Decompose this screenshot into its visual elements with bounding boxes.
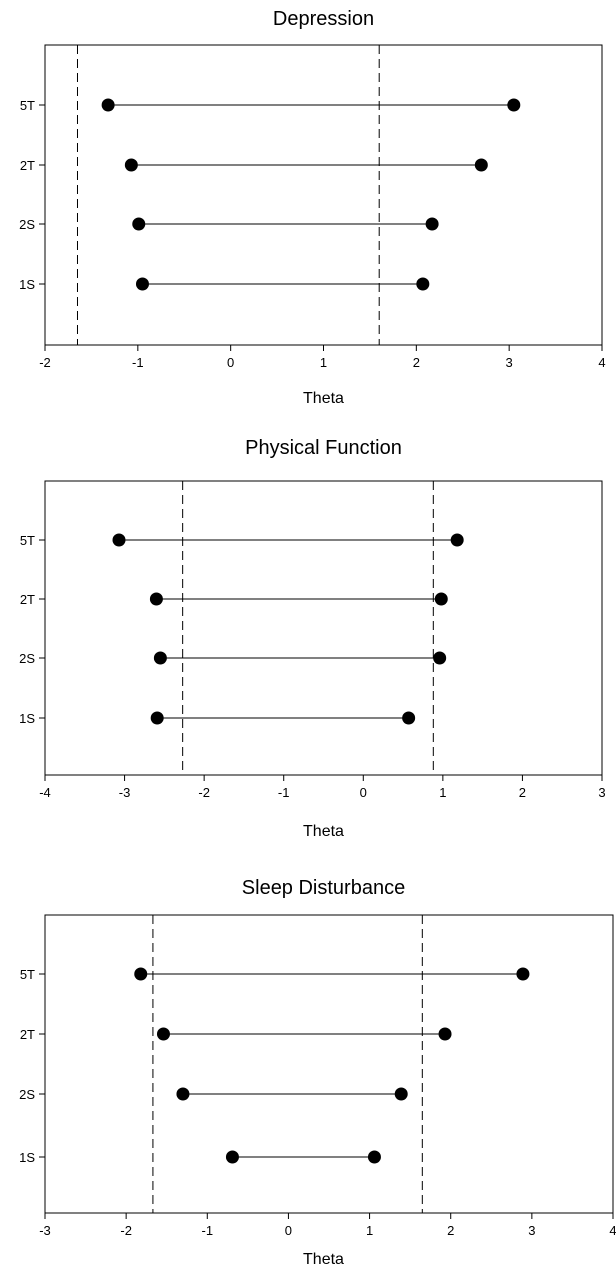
range-high-point [516,967,530,981]
range-high-point [416,277,430,291]
range-low-point [132,217,146,231]
range-low-point [149,592,163,606]
chart-title: Physical Function [245,437,402,459]
range-high-point [438,1027,452,1041]
depression-chart: -2 -1 0 1 2 3 4 5T 2T 2S 1S [19,44,606,370]
depression-panel: Depression -2 -1 0 1 2 3 4 5T 2T 2S 1S Theta [0,0,616,420]
y-tick-label: 2S [19,651,35,666]
x-tick-label: -1 [202,1223,214,1238]
range-high-point [367,1150,381,1164]
y-tick-label: 2S [19,217,35,232]
x-tick-label: -4 [39,785,51,800]
x-axis-label: Theta [303,1251,344,1268]
range-high-point [450,533,464,547]
y-tick-label: 5T [20,533,35,548]
y-tick-label: 1S [19,711,35,726]
range-low-point [150,711,164,725]
range-low-point [153,651,167,665]
range-low-point [135,277,149,291]
x-tick-label: 4 [609,1223,616,1238]
x-tick-label: 2 [413,355,420,370]
range-low-point [225,1150,239,1164]
x-tick-label: -3 [39,1223,51,1238]
y-tick-label: 2T [20,158,35,173]
x-tick-label: -3 [119,785,131,800]
x-tick-label: 3 [598,785,605,800]
range-high-point [474,158,488,172]
plot-frame [44,480,603,776]
x-tick-label: 2 [447,1223,454,1238]
range-high-point [394,1087,408,1101]
y-tick-label: 5T [20,967,35,982]
x-axis-label: Theta [303,390,344,407]
range-low-point [112,533,126,547]
x-tick-label: 4 [598,355,605,370]
x-tick-label: -1 [132,355,144,370]
x-tick-label: -1 [278,785,290,800]
x-tick-label: -2 [39,355,51,370]
x-tick-label: 2 [519,785,526,800]
sleep-disturbance-panel: Sleep Disturbance -3 -2 -1 0 1 2 3 4 5T 2T 2S 1S Th… [0,873,616,1279]
x-tick-label: 0 [285,1223,292,1238]
range-high-point [425,217,439,231]
range-high-point [434,592,448,606]
x-tick-label: 1 [366,1223,373,1238]
x-tick-label: 3 [506,355,513,370]
physical-function-chart: -4 -3 -2 -1 0 1 2 3 5T 2T 2S 1S [19,480,606,800]
x-tick-label: 3 [528,1223,535,1238]
x-tick-label: 0 [360,785,367,800]
range-low-point [156,1027,170,1041]
x-axis-label: Theta [303,823,344,840]
y-tick-label: 1S [19,277,35,292]
physical-function-panel: Physical Function -4 -3 -2 -1 0 1 2 3 5T 2T 2S 1S T… [0,433,616,853]
plot-frame [44,914,614,1214]
x-tick-label: -2 [198,785,210,800]
range-low-point [101,98,115,112]
x-tick-label: 0 [227,355,234,370]
y-tick-label: 1S [19,1150,35,1165]
range-low-point [124,158,138,172]
x-tick-label: 1 [439,785,446,800]
range-high-point [507,98,521,112]
x-tick-label: -2 [120,1223,132,1238]
range-high-point [433,651,447,665]
range-low-point [176,1087,190,1101]
plot-frame [44,44,603,346]
range-high-point [402,711,416,725]
y-tick-label: 5T [20,98,35,113]
x-tick-label: 1 [320,355,327,370]
y-tick-label: 2S [19,1087,35,1102]
chart-title: Depression [272,8,375,30]
y-tick-label: 2T [20,592,35,607]
sleep-disturbance-chart: -3 -2 -1 0 1 2 3 4 5T 2T 2S 1S [19,914,616,1238]
range-low-point [134,967,148,981]
y-tick-label: 2T [20,1027,35,1042]
chart-title: Sleep Disturbance [241,877,406,899]
